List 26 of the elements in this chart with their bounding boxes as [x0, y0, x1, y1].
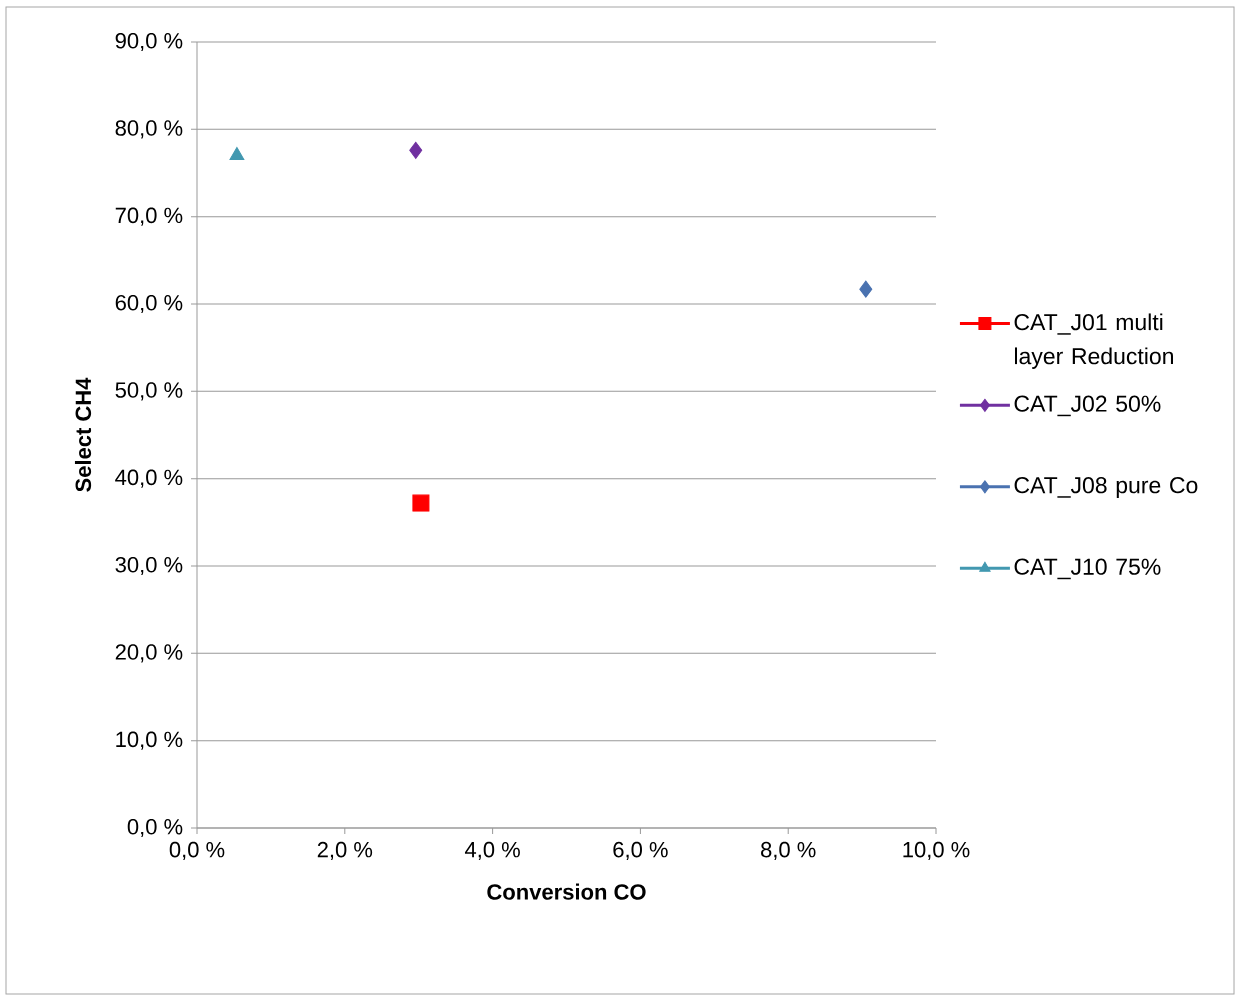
legend-label: CAT_J10 75% — [1014, 558, 1161, 580]
y-tick-label: 80,0 % — [115, 120, 183, 139]
y-tick-label: 30,0 % — [115, 556, 183, 576]
y-tick-label: 70,0 % — [115, 207, 183, 226]
point — [859, 280, 873, 298]
point — [412, 494, 430, 512]
y-tick-label: 0,0 % — [127, 818, 183, 838]
x-tick-label: 0,0 % — [169, 841, 225, 861]
legend-label: CAT_J02 50% — [1014, 395, 1161, 417]
legend-label: CAT_J08 pure Co — [1014, 477, 1198, 498]
y-tick-label: 50,0 % — [115, 382, 183, 401]
y-tick-label: 60,0 % — [115, 294, 183, 314]
y-axis-title: Select CH4 — [74, 377, 92, 492]
x-tick-label: 8,0 % — [761, 841, 816, 861]
x-tick-label: 2,0 % — [317, 841, 373, 861]
point — [409, 141, 423, 159]
y-tick-label: 10,0 % — [116, 731, 183, 750]
x-axis-title: Conversion CO — [487, 883, 646, 900]
x-tick-label: 6,0 % — [613, 841, 668, 861]
point — [229, 147, 245, 161]
y-tick-label: 90,0 % — [115, 32, 183, 52]
x-tick-label: 4,0 % — [464, 841, 520, 861]
legend-label: CAT_J01 multi layer Reduction — [1014, 313, 1173, 369]
y-tick-label: 40,0 % — [115, 469, 183, 488]
x-tick-label: 10,0 % — [903, 841, 970, 861]
y-tick-label: 20,0 % — [115, 644, 183, 663]
